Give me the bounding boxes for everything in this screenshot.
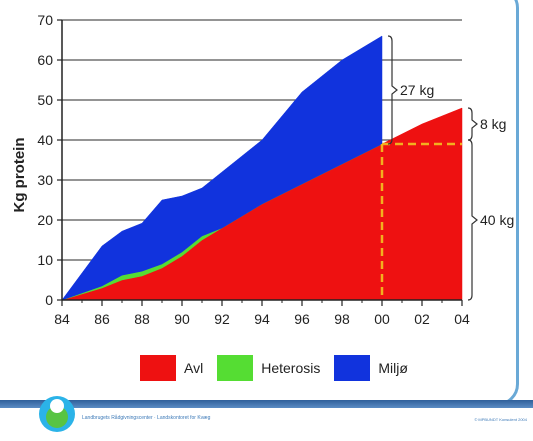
chart: 0 10 20 30 40 50 60 70 84 86 88 90 92 94 96 98 00 02 04 2… [11, 12, 514, 327]
y-tick-label-70: 70 [37, 12, 53, 28]
x-tick-label-88: 88 [134, 311, 150, 327]
y-tick-labels: 0 10 20 30 40 50 60 70 [37, 12, 53, 308]
x-tick-label-02: 02 [414, 311, 430, 327]
drop-logo-icon [39, 396, 75, 432]
annotation-bracket-2 [467, 139, 478, 301]
legend-item-miljo: Miljø [334, 355, 408, 381]
x-tick-label-98: 98 [334, 311, 350, 327]
legend-item-avl: Avl [140, 355, 203, 381]
area-series [61, 35, 463, 301]
annotation-label-0: 27 kg [400, 82, 434, 98]
x-tick-label-90: 90 [174, 311, 190, 327]
x-tick-label-92: 92 [214, 311, 230, 327]
annotations: 27 kg 8 kg 40 kg [387, 35, 514, 301]
legend-label-heterosis: Heterosis [261, 360, 321, 376]
y-tick-label-50: 50 [37, 92, 53, 108]
footer-text-left: Landbrugets Rådgivningscenter · Landskon… [82, 415, 211, 421]
x-tick-label-94: 94 [254, 311, 270, 327]
legend-label-miljo: Miljø [378, 360, 408, 376]
x-tick-label-04: 04 [454, 311, 470, 327]
annotation-label-1: 8 kg [480, 116, 506, 132]
axes [57, 19, 463, 306]
y-tick-label-60: 60 [37, 52, 53, 68]
area-milj [61, 35, 383, 301]
annotation-bracket-1 [467, 107, 478, 141]
y-tick-label-20: 20 [37, 212, 53, 228]
x-tick-label-00: 00 [374, 311, 390, 327]
legend-swatch-miljo [334, 355, 371, 381]
y-tick-label-10: 10 [37, 252, 53, 268]
footer-bar [0, 400, 533, 408]
annotation-label-2: 40 kg [480, 212, 514, 228]
footer-text-right: © MPBUNDT Konsulent 2004 [474, 417, 527, 422]
y-tick-label-40: 40 [37, 132, 53, 148]
legend-swatch-heterosis [217, 355, 254, 381]
legend-label-avl: Avl [184, 360, 204, 376]
legend-swatch-avl [140, 355, 176, 381]
x-tick-label-84: 84 [54, 311, 70, 327]
x-tick-label-86: 86 [94, 311, 110, 327]
reference-lines [380, 142, 462, 300]
y-tick-label-30: 30 [37, 172, 53, 188]
x-tick-labels: 84 86 88 90 92 94 96 98 00 02 04 [54, 311, 470, 327]
y-axis-label: Kg protein [11, 138, 28, 213]
x-tick-label-96: 96 [294, 311, 310, 327]
legend-item-heterosis: Heterosis [217, 355, 320, 381]
y-tick-label-0: 0 [45, 292, 53, 308]
annotation-bracket-0 [387, 35, 398, 145]
legend: Avl Heterosis Miljø [140, 353, 408, 383]
